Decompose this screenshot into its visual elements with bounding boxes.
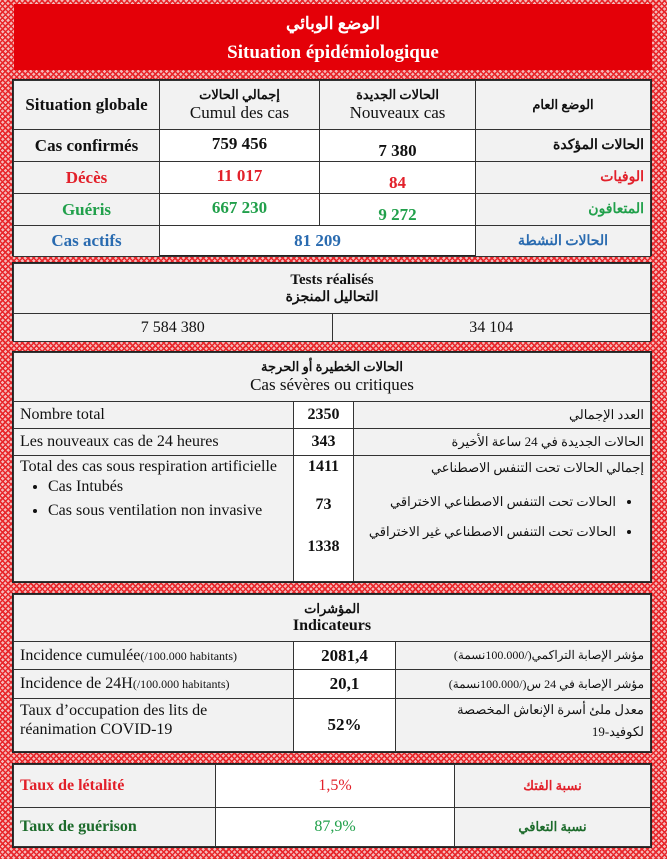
row-label-fr: Cas actifs [13,225,160,257]
row-label-fr: Incidence cumulée [20,646,141,664]
header-cumul: إجمالي الحالات Cumul des cas [159,80,320,130]
row-label-ar: الحالات المؤكدة [475,129,651,162]
row-label-fr: Les nouveaux cas de 24 heures [13,428,294,456]
table-row: Incidence de 24H(/100.000 habitants) 20,… [13,669,651,699]
header-cumul-ar: إجمالي الحالات [199,87,280,102]
new-value: 84 [319,161,476,194]
severe-title-fr: Cas sévères ou critiques [250,375,414,394]
indicators-table: المؤشرات Indicateurs Incidence cumulée(/… [12,593,652,753]
title-ar: الوضع الوبائي [286,14,380,33]
row-label-ar: الحالات النشطة [475,225,651,257]
lethality-label-fr: Taux de létalité [13,764,216,808]
resp-label-ar: إجمالي الحالات تحت التنفس الاصطناعي الحا… [353,455,651,582]
row-value: 20,1 [293,669,396,699]
intub-fr: Cas Intubés [48,478,287,496]
table-row: Nombre total 2350 العدد الإجمالي [13,401,651,429]
header-situation-globale: Situation globale [13,80,160,130]
row-label-ar: الوفيات [475,161,651,194]
table-row: Guéris 667 230 9 272 المتعافون [13,193,651,226]
tests-table: Tests réalisés التحاليل المنجزة 7 584 38… [12,262,652,342]
niv-ar: الحالات تحت التنفس الاصطناعي غير الاخترا… [360,520,616,544]
table-row: Taux de guérison 87,9% نسبة التعافي [13,807,651,847]
resp-fr: Total des cas sous respiration artificie… [20,458,278,475]
tests-cumul: 7 584 380 [13,313,333,342]
new-value: 9 272 [319,193,476,226]
niv-value: 1338 [307,538,340,555]
row-value: 343 [293,428,354,456]
table-header-row: Situation globale إجمالي الحالات Cumul de… [13,80,651,130]
row-label-fr: Incidence de 24H [20,675,133,692]
row-label-ar: الحالات الجديدة في 24 ساعة الأخيرة [353,428,651,456]
row-label-fr: Nombre total [13,401,294,429]
table-row: Les nouveaux cas de 24 heures 343 الحالا… [13,428,651,456]
intub-ar: الحالات تحت التنفس الاصطناعي الاختراقي [360,494,616,510]
row-label-fr: Cas confirmés [13,129,160,162]
severe-table: الحالات الخطيرة أو الحرجة Cas sévères ou… [12,351,652,583]
severe-title: الحالات الخطيرة أو الحرجة Cas sévères ou… [13,352,651,402]
table-row: Décès 11 017 84 الوفيات [13,161,651,194]
resp-value: 1411 [307,458,340,475]
table-row-active: Cas actifs 81 209 الحالات النشطة [13,225,651,257]
header-new-fr: Nouveaux cas [349,103,446,122]
row-unit: (/100.000 habitants) [132,677,230,691]
row-label-fr: Décès [13,161,160,194]
lethality-label-ar: نسبة الفتك [454,764,651,808]
row-label-ar: مؤشر الإصابة في 24 س(/100.000نسمة) [395,669,651,699]
row-label-ar: مؤشر الإصابة التراكمي(/100.000نسمة) [395,641,651,670]
resp-label-fr: Total des cas sous respiration artificie… [13,455,294,582]
resp-values: 1411 73 1338 [293,455,354,582]
title-fr: Situation épidémiologique [227,42,439,63]
cumul-value: 11 017 [159,161,320,194]
tests-title-ar: التحاليل المنجزة [285,289,379,305]
active-value: 81 209 [159,225,476,257]
severe-title-ar: الحالات الخطيرة أو الحرجة [261,359,403,374]
row-label-fr: Guéris [13,193,160,226]
situation-table: Situation globale إجمالي الحالات Cumul de… [12,79,652,257]
row-value: 2081,4 [293,641,396,670]
table-row: Total des cas sous respiration artificie… [13,455,651,582]
row-value: 52% [293,698,396,752]
recovery-label-fr: Taux de guérison [13,807,216,847]
resp-ar: إجمالي الحالات تحت التنفس الاصطناعي [430,460,644,475]
table-row: Taux d’occupation des lits de réanimatio… [13,698,651,752]
indicators-title-fr: Indicateurs [292,617,372,634]
niv-fr: Cas sous ventilation non invasive [48,502,287,520]
header-new: الحالات الجديدة Nouveaux cas [319,80,476,130]
header-cumul-fr: Cumul des cas [189,103,290,122]
cumul-value: 667 230 [159,193,320,226]
row-label-fr: Taux d’occupation des lits de réanimatio… [13,698,294,752]
lethality-value: 1,5% [215,764,455,808]
page-header: الوضع الوبائي Situation épidémiologique [14,4,652,70]
intub-value: 73 [315,496,332,513]
tests-title: Tests réalisés التحاليل المنجزة [13,263,651,314]
indicators-title: المؤشرات Indicateurs [13,594,651,642]
row-label-ar: معدل ملئ أسرة الإنعاش المخصصة لكوفيد-19 [395,698,651,752]
row-value: 2350 [293,401,354,429]
cumul-value: 759 456 [159,129,320,162]
row-label-ar: المتعافون [475,193,651,226]
table-row: Incidence cumulée(/100.000 habitants) 20… [13,641,651,670]
row-label-ar: العدد الإجمالي [353,401,651,429]
tests-new: 34 104 [331,313,651,342]
new-value: 7 380 [319,129,476,162]
header-new-ar: الحالات الجديدة [356,87,439,102]
tests-title-fr: Tests réalisés [290,271,374,288]
header-ar: الوضع العام [475,80,651,130]
recovery-label-ar: نسبة التعافي [454,807,651,847]
table-row: Cas confirmés 759 456 7 380 الحالات المؤ… [13,129,651,162]
indicators-title-ar: المؤشرات [304,601,360,616]
row-unit: (/100.000 habitants) [140,648,238,663]
table-row: Taux de létalité 1,5% نسبة الفتك [13,764,651,808]
rates-table: Taux de létalité 1,5% نسبة الفتك Taux de… [12,763,652,848]
recovery-value: 87,9% [215,807,455,847]
